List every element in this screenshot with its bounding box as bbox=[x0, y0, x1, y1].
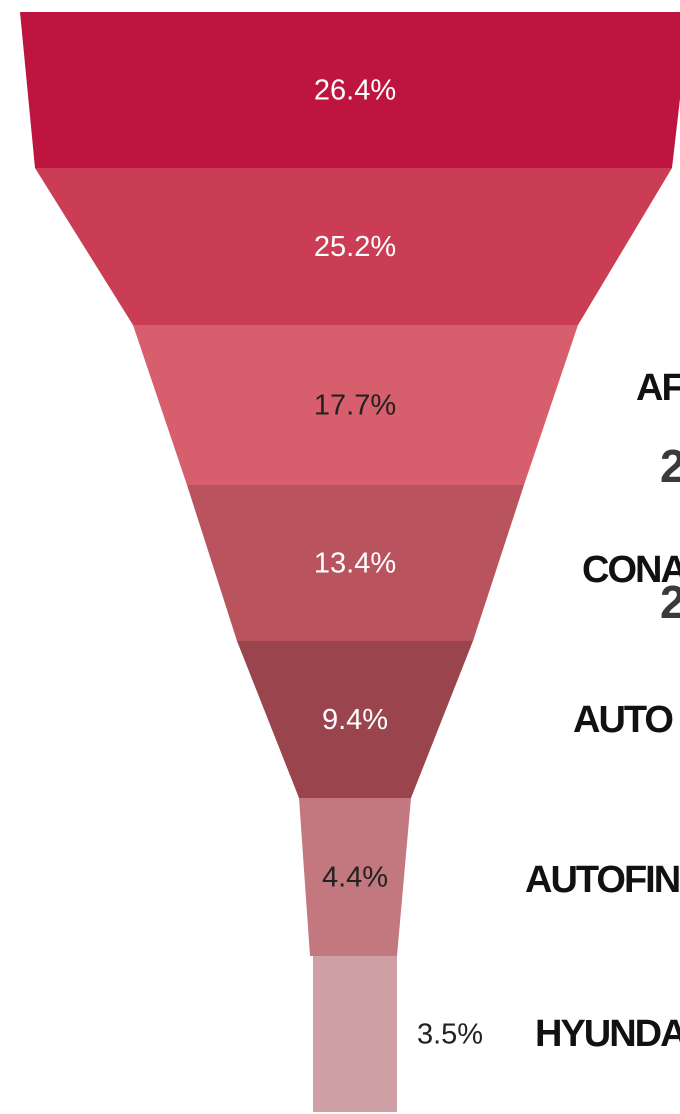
funnel-segment bbox=[313, 956, 397, 1112]
annotation: AUTOFIN bbox=[525, 859, 679, 901]
value-label: 9.4% bbox=[322, 704, 388, 736]
funnel-segment bbox=[133, 325, 578, 485]
funnel-segment bbox=[187, 485, 524, 641]
value-label: 13.4% bbox=[314, 548, 396, 580]
funnel-segment bbox=[237, 641, 473, 798]
annotation: 2 bbox=[660, 440, 680, 492]
value-label: 26.4% bbox=[314, 75, 396, 107]
value-label: 3.5% bbox=[417, 1019, 483, 1051]
funnel-segment bbox=[20, 12, 680, 168]
funnel-segment bbox=[299, 798, 411, 956]
annotation: AF bbox=[636, 367, 680, 409]
value-label: 4.4% bbox=[322, 862, 388, 894]
annotation: AUTO bbox=[573, 699, 672, 741]
annotation: 2 bbox=[660, 576, 680, 628]
funnel-segment bbox=[35, 168, 672, 325]
annotation: CONA bbox=[582, 549, 680, 591]
value-label: 17.7% bbox=[314, 390, 396, 422]
value-label: 25.2% bbox=[314, 231, 396, 263]
annotation: HYUNDA bbox=[535, 1013, 680, 1055]
